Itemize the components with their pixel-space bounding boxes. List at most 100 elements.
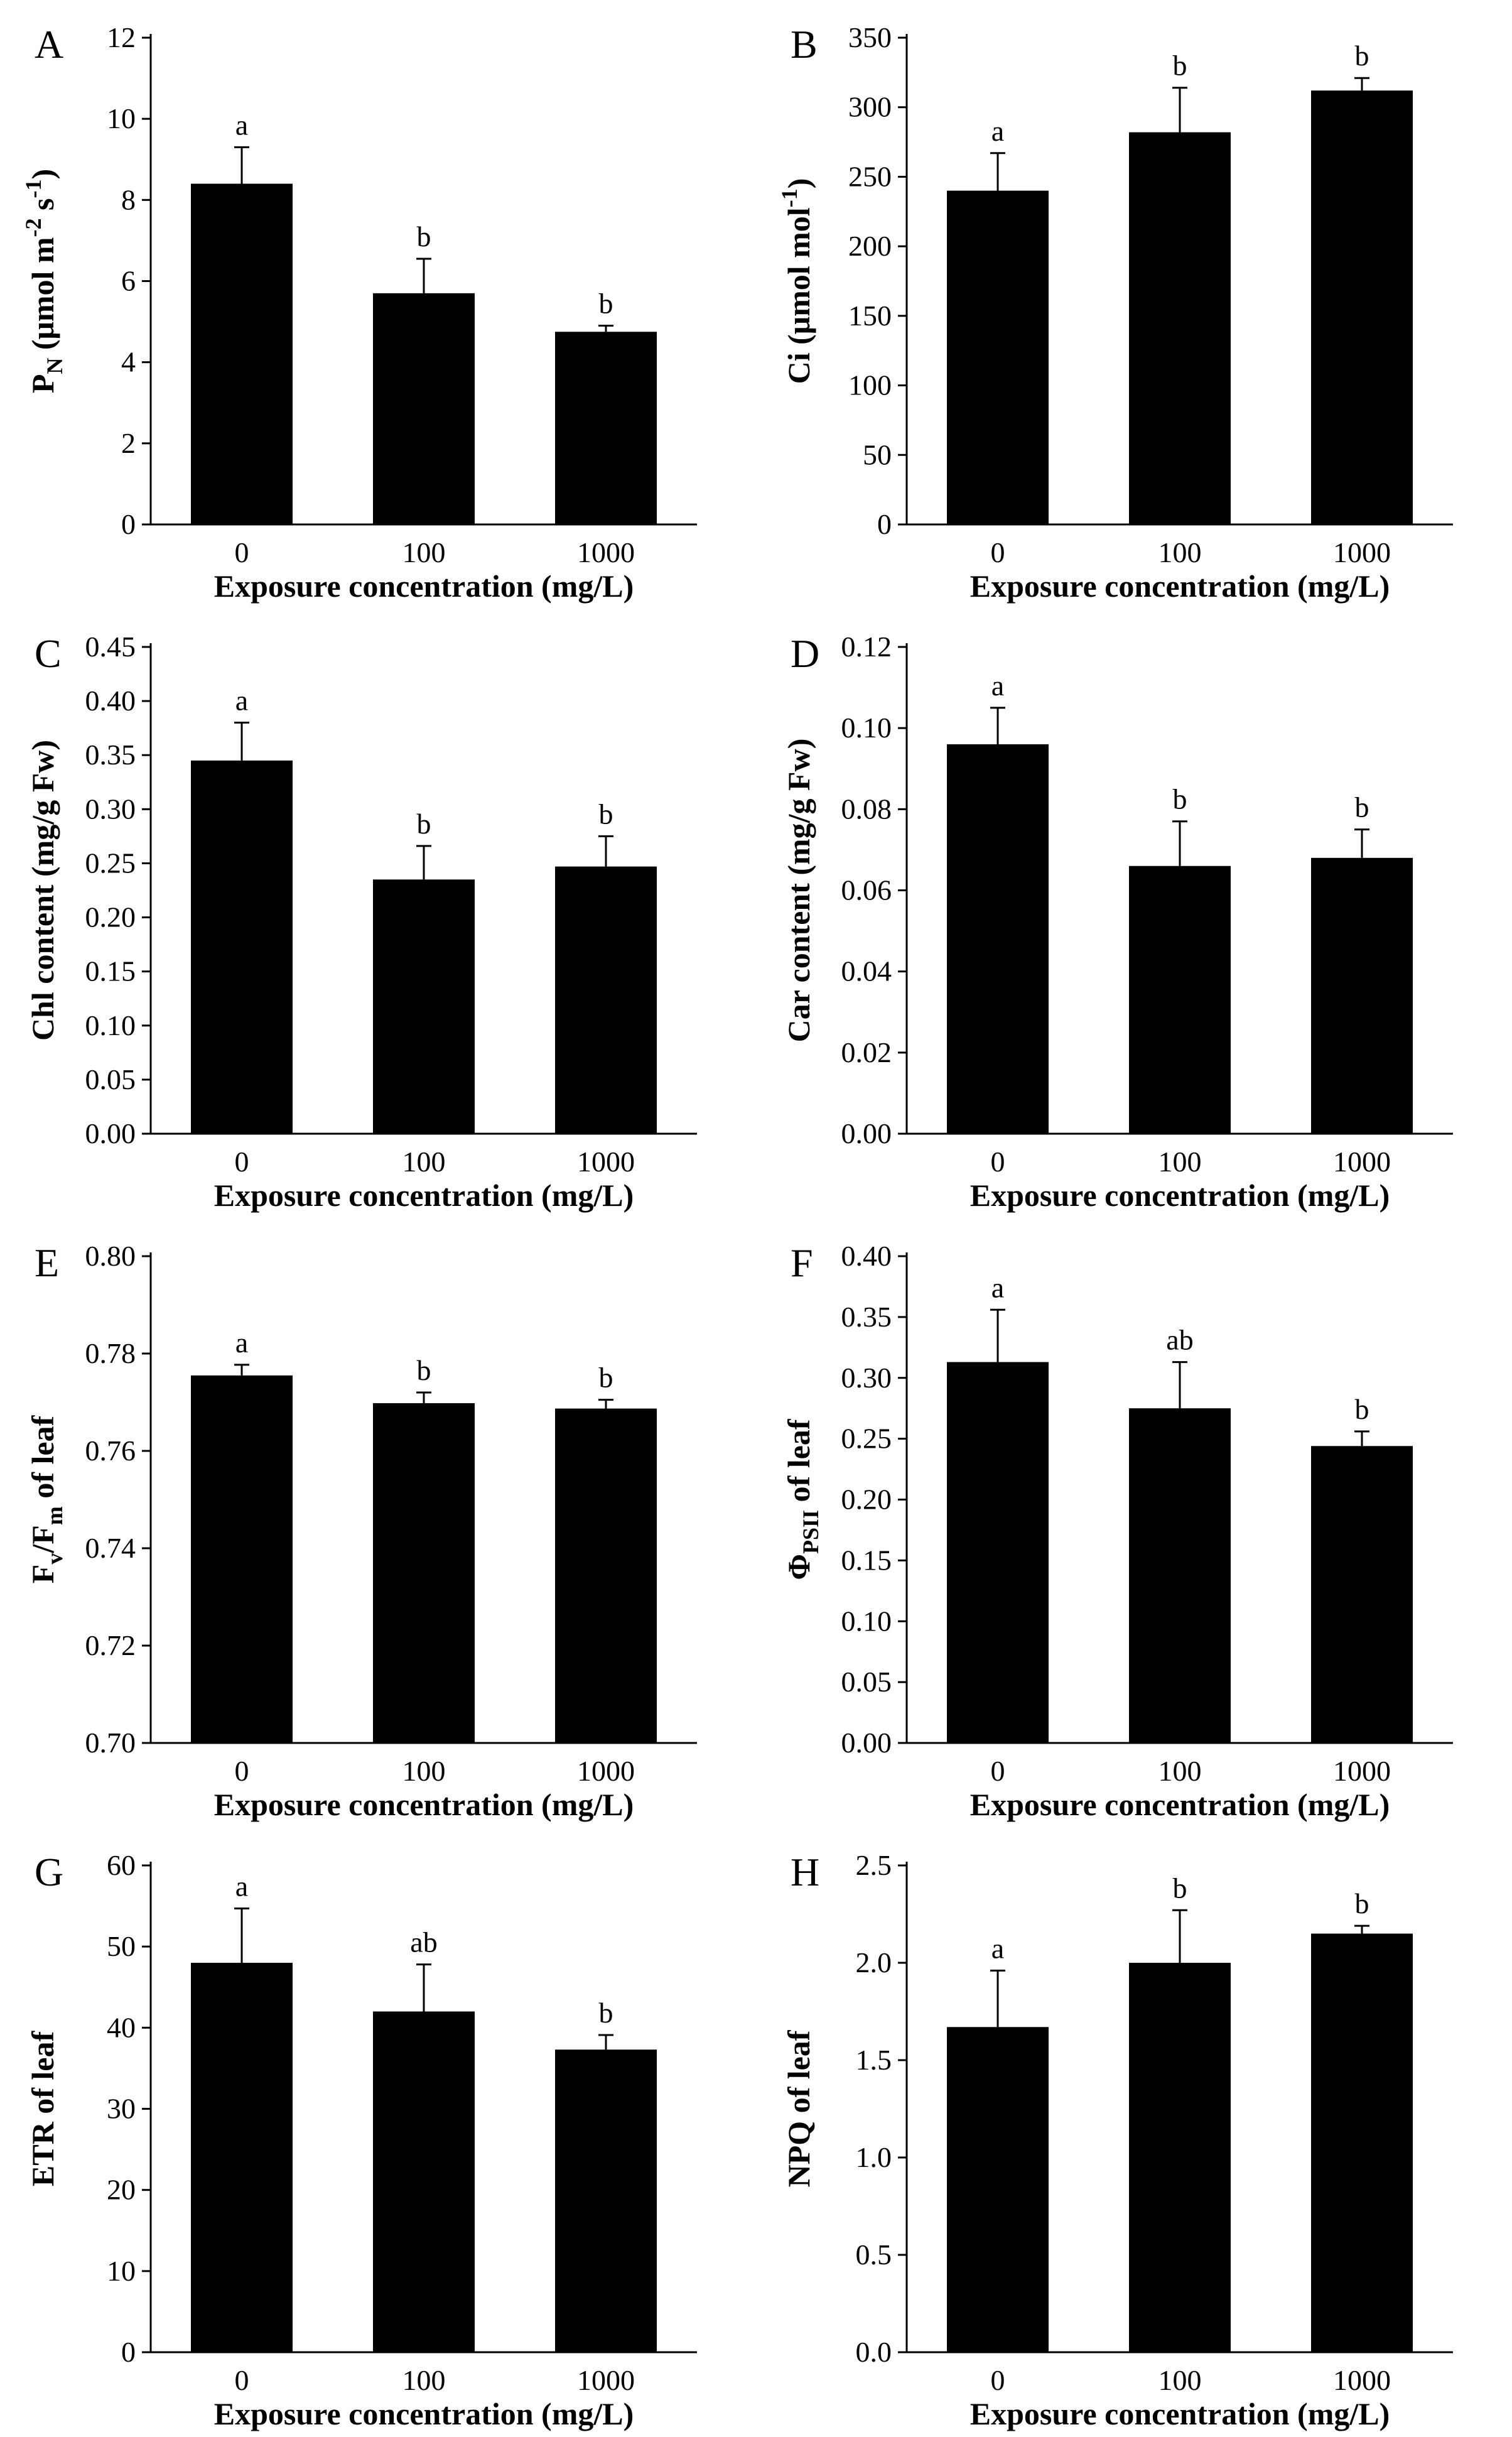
x-tick-label: 0 [235, 536, 249, 568]
significance-label: a [991, 115, 1004, 147]
x-axis-title: Exposure concentration (mg/L) [214, 1787, 634, 1822]
y-tick-label: 2.0 [856, 1946, 892, 1978]
y-tick-label: 0.35 [841, 1301, 892, 1333]
y-axis-title: PN (μmol m-2 s-1) [21, 169, 67, 393]
x-tick-label: 1000 [1333, 2364, 1391, 2396]
y-tick-label: 50 [107, 1930, 136, 1962]
y-axis-title-part: P [25, 374, 60, 394]
x-axis-title: Exposure concentration (mg/L) [214, 2396, 634, 2431]
y-axis-title: NPQ of leaf [781, 2029, 816, 2187]
x-tick-label: 100 [402, 536, 446, 568]
y-tick-label: 2 [121, 427, 136, 459]
bar [1311, 90, 1413, 525]
y-axis-title: Chl content (mg/g Fw) [25, 740, 60, 1041]
bar [1311, 857, 1413, 1134]
y-axis-title: ΦPSII of leaf [781, 1418, 823, 1580]
y-axis-title-part: F [25, 1565, 60, 1584]
significance-label: a [235, 1870, 248, 1902]
y-axis-title-part: s [25, 198, 60, 218]
panel-d: D 0.00 0.02 0.04 0.06 0.08 0.10 0.12 a 0 b 100 b 1000… [781, 631, 1453, 1213]
y-axis-title-part: v [42, 1553, 67, 1565]
bar [947, 744, 1049, 1134]
x-tick-label: 1000 [1333, 1146, 1391, 1178]
significance-label: a [991, 670, 1004, 702]
x-tick-label: 100 [1158, 2364, 1202, 2396]
x-axis-title: Exposure concentration (mg/L) [970, 1787, 1390, 1822]
y-axis-title-part: Φ [781, 1554, 816, 1580]
y-tick-label: 0.08 [841, 793, 892, 825]
bar [555, 1408, 657, 1743]
significance-label: a [235, 109, 248, 141]
y-tick-label: 0.00 [841, 1727, 892, 1759]
x-tick-label: 1000 [577, 536, 635, 568]
y-tick-label: 0.00 [841, 1117, 892, 1149]
y-tick-label: 250 [848, 160, 892, 192]
y-tick-label: 0.12 [841, 631, 892, 663]
y-tick-label: 0.06 [841, 874, 892, 906]
panel-letter: B [791, 22, 818, 67]
bar [373, 2011, 475, 2352]
bar [191, 1963, 293, 2352]
y-tick-label: 0.45 [85, 631, 136, 663]
x-axis-title: Exposure concentration (mg/L) [214, 568, 634, 604]
y-tick-label: 10 [107, 2255, 136, 2287]
panel-letter: C [35, 631, 62, 676]
y-tick-label: 100 [848, 369, 892, 401]
panel-letter: F [791, 1240, 813, 1285]
y-axis-title-part: PSII [798, 1510, 823, 1554]
x-tick-label: 100 [402, 1755, 446, 1787]
x-axis-title: Exposure concentration (mg/L) [214, 1178, 634, 1213]
y-axis-title-part: ETR of leaf [25, 2031, 60, 2187]
y-tick-label: 40 [107, 2011, 136, 2043]
bar [555, 2049, 657, 2352]
y-tick-label: 0.76 [85, 1435, 136, 1467]
y-tick-label: 300 [848, 91, 892, 123]
bar [1129, 866, 1231, 1134]
bar [947, 1362, 1049, 1743]
significance-label: ab [1166, 1324, 1193, 1356]
significance-label: b [599, 1997, 613, 2029]
y-tick-label: 0.78 [85, 1337, 136, 1369]
x-tick-label: 0 [991, 536, 1005, 568]
y-tick-label: 0.04 [841, 955, 892, 987]
y-axis-title: Car content (mg/g Fw) [781, 739, 816, 1043]
y-axis-title-part: m [42, 1506, 67, 1525]
significance-label: a [991, 1932, 1004, 1964]
y-tick-label: 0.70 [85, 1727, 136, 1759]
panel-f: F 0.00 0.05 0.10 0.15 0.20 0.25 0.30 0.35 0.40 a 0 a… [781, 1240, 1453, 1822]
significance-label: b [1173, 1872, 1187, 1904]
panel-b: B 0 50 100 150 200 250 300 350 a 0 b 100 b 1000Exposur… [777, 21, 1453, 604]
x-axis-title: Exposure concentration (mg/L) [970, 1178, 1390, 1213]
x-tick-label: 100 [402, 1146, 446, 1178]
y-axis-title: Ci (μmol mol-1) [777, 178, 816, 384]
x-tick-label: 100 [1158, 1146, 1202, 1178]
x-tick-label: 0 [991, 1755, 1005, 1787]
y-tick-label: 0.02 [841, 1036, 892, 1068]
significance-label: a [235, 1327, 248, 1359]
y-tick-label: 30 [107, 2093, 136, 2125]
bar [191, 183, 293, 524]
significance-label: b [1355, 1393, 1369, 1425]
x-tick-label: 1000 [577, 1755, 635, 1787]
bar [191, 760, 293, 1134]
y-axis-title-part: -1 [777, 188, 802, 207]
x-tick-label: 100 [1158, 1755, 1202, 1787]
x-tick-label: 1000 [1333, 1755, 1391, 1787]
y-tick-label: 2.5 [856, 1849, 892, 1881]
y-tick-label: 350 [848, 21, 892, 53]
y-tick-label: 0.15 [85, 955, 136, 987]
y-tick-label: 0.00 [85, 1117, 136, 1149]
y-tick-label: 0 [121, 2336, 136, 2368]
x-tick-label: 0 [235, 1755, 249, 1787]
bar [947, 2027, 1049, 2352]
significance-label: a [235, 685, 248, 717]
significance-label: b [599, 288, 613, 320]
bar [191, 1375, 293, 1743]
x-tick-label: 0 [235, 1146, 249, 1178]
panel-letter: A [35, 22, 63, 67]
y-tick-label: 50 [863, 438, 892, 470]
y-tick-label: 150 [848, 300, 892, 332]
x-tick-label: 0 [991, 2364, 1005, 2396]
